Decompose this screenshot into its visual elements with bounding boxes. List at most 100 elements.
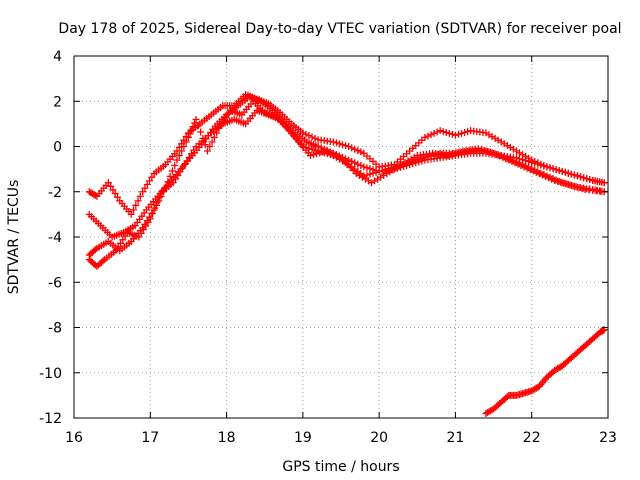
data-point-marker	[360, 172, 368, 180]
data-point-marker	[464, 128, 472, 136]
data-point-marker	[583, 175, 591, 183]
data-point-marker	[430, 151, 438, 159]
data-point-marker	[421, 133, 429, 141]
data-point-marker	[454, 130, 462, 138]
y-axis-label: SDTVAR / TECUs	[6, 180, 22, 295]
data-point-marker	[549, 175, 557, 183]
data-point-marker	[349, 166, 357, 174]
data-point-marker	[509, 157, 517, 165]
data-point-marker	[351, 145, 359, 153]
x-tick-label: 21	[447, 430, 465, 446]
data-point-marker	[171, 175, 179, 183]
data-point-marker	[540, 171, 548, 179]
data-point-marker	[339, 141, 347, 149]
data-point-marker	[387, 164, 395, 172]
data-point-marker	[299, 129, 307, 137]
data-point-marker	[580, 174, 588, 182]
data-point-marker	[381, 166, 389, 174]
data-point-marker	[155, 193, 163, 201]
data-point-marker	[403, 159, 411, 167]
data-point-marker	[543, 172, 551, 180]
data-point-marker	[503, 154, 511, 162]
series-track-e	[482, 326, 608, 417]
data-point-marker	[418, 155, 426, 163]
data-point-marker	[175, 152, 183, 160]
data-point-marker	[201, 141, 209, 149]
data-point-marker	[197, 128, 205, 136]
x-tick-label: 18	[218, 430, 236, 446]
data-point-marker	[354, 160, 362, 168]
data-point-marker	[326, 151, 334, 159]
data-point-marker	[433, 150, 441, 158]
grid-lines	[74, 56, 608, 418]
data-point-marker	[104, 179, 112, 187]
data-point-marker	[427, 152, 435, 160]
data-point-marker	[302, 143, 310, 151]
data-point-marker	[146, 215, 154, 223]
data-point-marker	[302, 130, 310, 138]
data-point-marker	[393, 162, 401, 170]
data-point-marker	[190, 146, 198, 154]
data-point-marker	[91, 246, 99, 254]
data-point-marker	[132, 201, 140, 209]
data-point-marker	[206, 143, 214, 150]
data-point-marker	[366, 170, 374, 178]
data-point-marker	[222, 114, 230, 122]
data-point-marker	[458, 129, 466, 137]
x-tick-label: 19	[294, 430, 312, 446]
data-point-marker	[561, 180, 569, 188]
data-point-marker	[427, 131, 435, 139]
y-tick-label: -6	[48, 275, 62, 291]
data-point-marker	[117, 239, 125, 247]
y-tick-label: 2	[53, 94, 62, 110]
data-point-marker	[183, 157, 191, 165]
data-point-marker	[503, 393, 511, 401]
data-point-marker	[531, 166, 539, 174]
data-point-marker	[311, 134, 319, 142]
data-point-marker	[378, 166, 386, 174]
data-point-marker	[552, 176, 560, 184]
data-point-marker	[348, 144, 356, 152]
data-point-marker	[549, 165, 557, 173]
data-point-marker	[135, 233, 143, 241]
x-tick-label: 16	[65, 430, 83, 446]
data-point-marker	[157, 192, 165, 200]
data-point-marker	[439, 128, 447, 136]
y-tick-label: -4	[48, 230, 62, 246]
data-point-marker	[130, 206, 138, 214]
y-tick-label: 0	[53, 140, 62, 156]
data-point-marker	[369, 169, 377, 177]
data-point-marker	[153, 199, 161, 207]
data-point-marker	[564, 169, 572, 177]
data-point-marker	[210, 133, 218, 141]
data-point-marker	[375, 167, 383, 175]
series-track-d	[85, 106, 608, 270]
y-tick-label: -2	[48, 185, 62, 201]
data-point-marker	[320, 149, 328, 157]
series-track-c	[85, 97, 608, 259]
data-point-marker	[546, 164, 554, 172]
data-point-marker	[317, 148, 325, 156]
data-point-marker	[178, 164, 186, 172]
x-tick-label: 20	[370, 430, 388, 446]
data-point-marker	[412, 157, 420, 165]
data-point-marker	[109, 186, 117, 194]
data-point-marker	[497, 152, 505, 160]
data-point-marker	[329, 138, 337, 146]
data-point-marker	[107, 182, 115, 190]
data-point-marker	[519, 161, 527, 169]
data-point-marker	[409, 157, 417, 165]
data-point-marker	[139, 226, 147, 234]
data-point-marker	[306, 152, 314, 160]
data-point-marker	[189, 123, 197, 131]
data-point-marker	[121, 232, 129, 240]
data-point-marker	[357, 148, 365, 156]
data-point-marker	[512, 158, 520, 166]
data-point-marker	[390, 163, 398, 171]
series-track-b	[85, 90, 608, 218]
data-point-marker	[308, 133, 316, 141]
data-point-marker	[534, 159, 542, 167]
data-point-marker	[546, 173, 554, 181]
data-point-marker	[384, 165, 392, 173]
